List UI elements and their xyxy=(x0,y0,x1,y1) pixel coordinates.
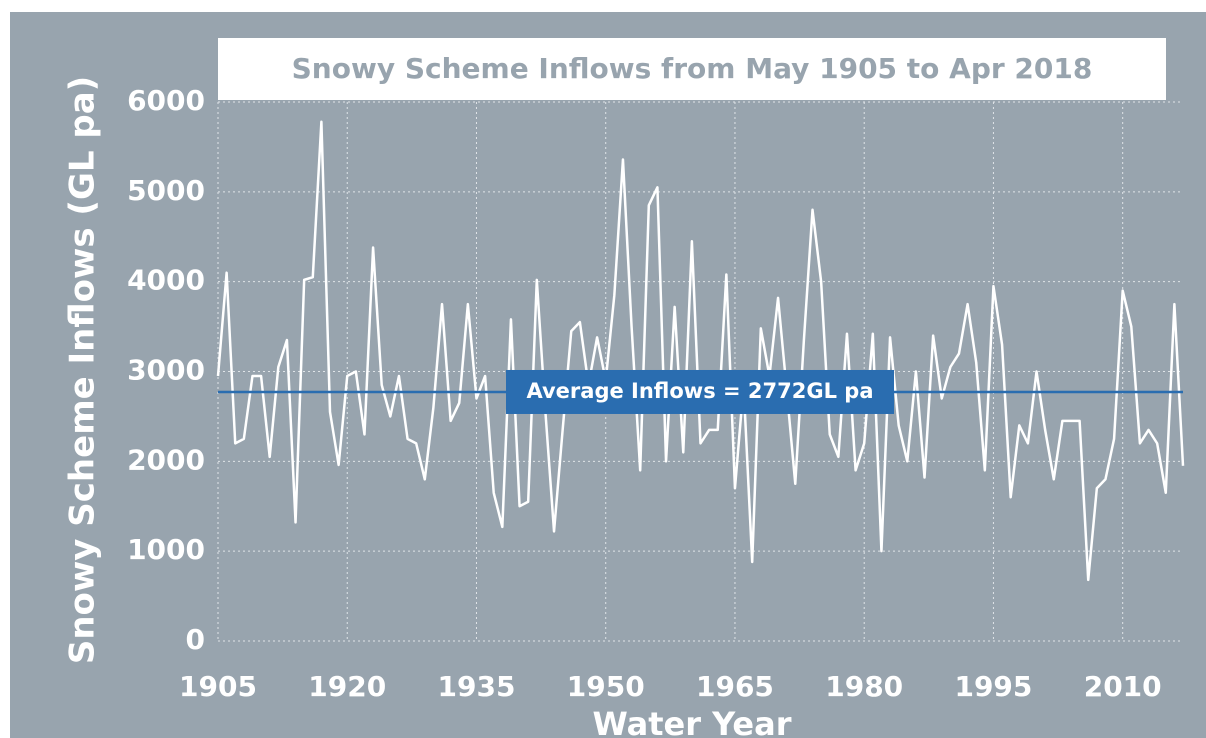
y-tick-label: 1000 xyxy=(127,533,205,566)
x-tick-label: 1950 xyxy=(567,670,645,703)
y-tick-label: 0 xyxy=(186,623,205,656)
y-tick-label: 5000 xyxy=(127,174,205,207)
x-tick-label: 1980 xyxy=(825,670,903,703)
x-tick-label: 1965 xyxy=(696,670,774,703)
grid xyxy=(217,101,1183,642)
average-label: Average Inflows = 2772GL pa xyxy=(526,379,873,403)
x-tick-label: 1935 xyxy=(438,670,516,703)
y-tick-label: 4000 xyxy=(127,264,205,297)
x-tick-label: 1920 xyxy=(308,670,386,703)
y-tick-label: 6000 xyxy=(127,84,205,117)
x-tick-label: 1905 xyxy=(179,670,257,703)
chart-title: Snowy Scheme Inflows from May 1905 to Ap… xyxy=(292,52,1093,85)
title-box xyxy=(218,38,1166,100)
data-line xyxy=(216,120,1185,582)
x-tick-label: 1995 xyxy=(954,670,1032,703)
x-tick-label: 2010 xyxy=(1084,670,1162,703)
y-tick-label: 2000 xyxy=(127,443,205,476)
y-axis-title: Snowy Scheme Inflows (GL pa) xyxy=(63,76,103,664)
x-axis-title: Water Year xyxy=(593,705,792,738)
y-tick-label: 3000 xyxy=(127,354,205,387)
average-label-box xyxy=(506,369,894,414)
